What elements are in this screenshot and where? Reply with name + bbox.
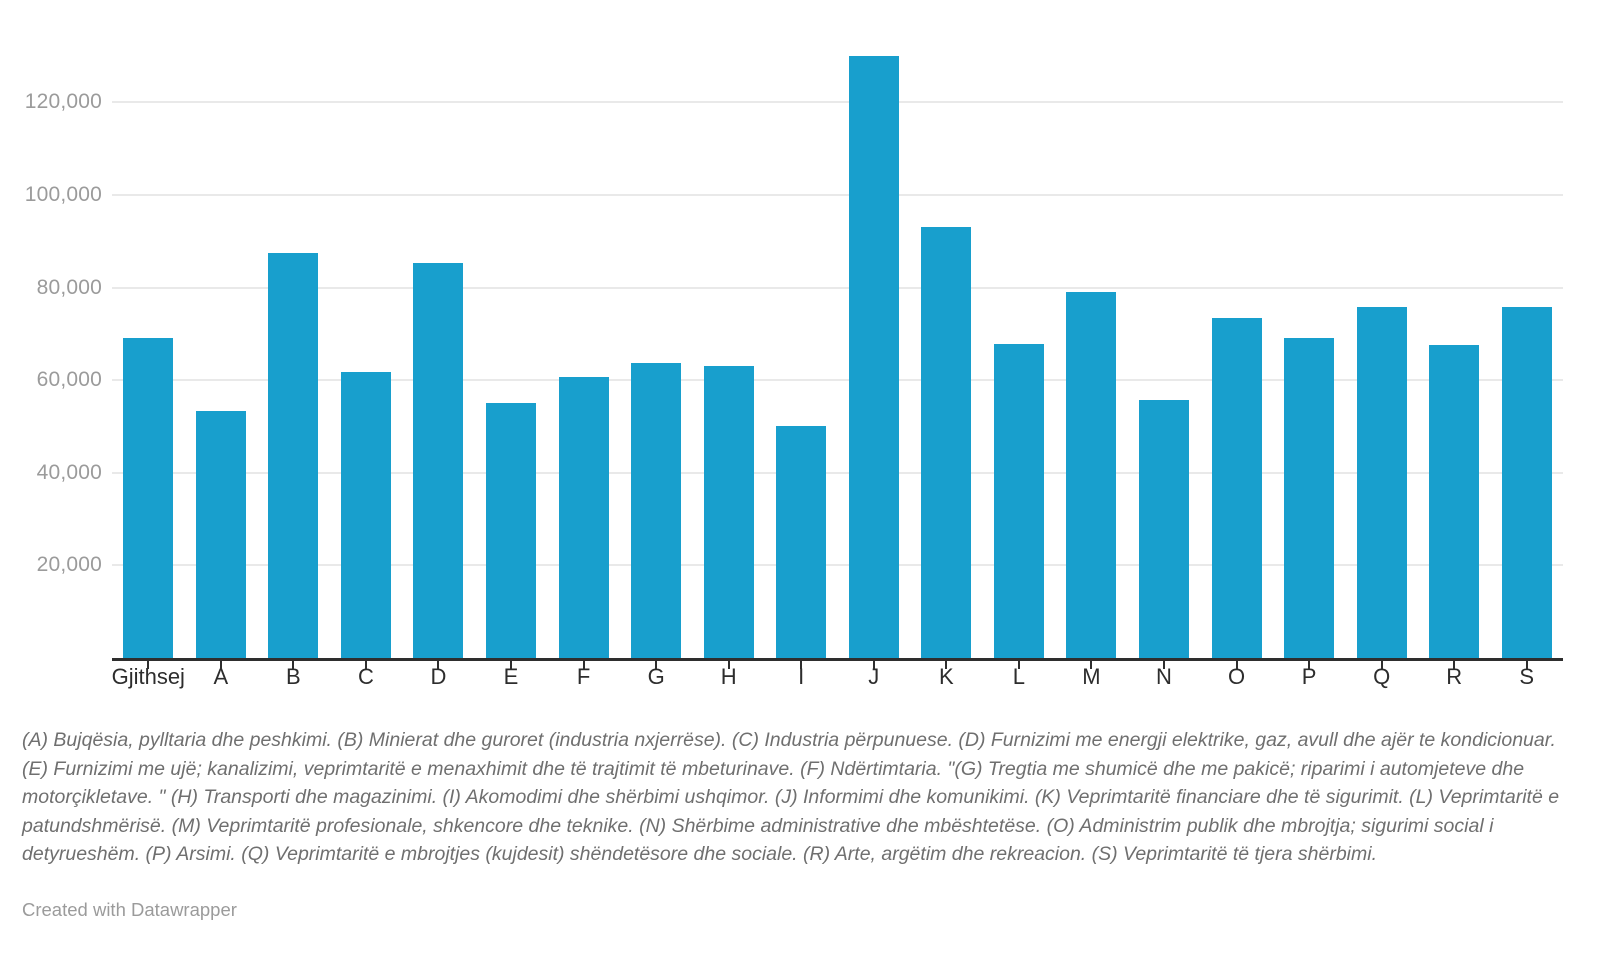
bar-F [558, 377, 609, 658]
x-tick [1235, 661, 1238, 669]
x-tick-label-D: D [430, 664, 447, 689]
bar-M [1066, 291, 1117, 658]
bar-Q [1356, 307, 1407, 658]
x-tick [147, 661, 150, 669]
bar-E [486, 403, 537, 658]
x-tick [1525, 661, 1528, 669]
bar-Gjithsej [123, 338, 174, 658]
x-tick [219, 661, 222, 669]
x-tick [872, 661, 875, 669]
gridline-100000 [112, 193, 1563, 196]
bar-A [195, 411, 246, 658]
x-tick [945, 661, 948, 669]
x-tick-label-M: M [1082, 664, 1101, 689]
x-tick-label-J: J [868, 664, 880, 689]
x-tick [292, 661, 295, 669]
x-tick [364, 661, 367, 669]
bar-G [631, 363, 682, 658]
x-tick-label-L: L [1012, 664, 1025, 689]
bar-R [1429, 344, 1480, 658]
x-tick-label-N: N [1156, 664, 1172, 689]
bar-B [268, 253, 319, 658]
y-tick-label: 100,000 [24, 182, 102, 206]
x-tick-label-H: H [720, 664, 737, 689]
x-tick-label-P: P [1301, 664, 1317, 689]
y-tick-label: 20,000 [36, 553, 102, 577]
x-axis-line [112, 658, 1563, 661]
x-tick-label-B: B [286, 664, 301, 689]
x-tick [1090, 661, 1093, 669]
x-tick-label-S: S [1519, 664, 1535, 689]
bar-chart: 20,000 40,000 60,000 80,000 100,000 120,000 G… [24, 56, 1563, 689]
y-tick-label: 120,000 [24, 90, 102, 114]
bar-L [993, 344, 1044, 658]
x-tick-label-A: A [213, 664, 229, 689]
x-tick-label-C: C [357, 664, 374, 689]
x-tick [510, 661, 513, 669]
x-tick-label-R: R [1446, 664, 1463, 689]
bar-H [703, 366, 754, 658]
x-tick [727, 661, 730, 669]
bar-O [1211, 318, 1262, 658]
x-tick [1308, 661, 1311, 669]
datawrapper-attribution[interactable]: Created with Datawrapper [22, 899, 237, 920]
bar-D [413, 263, 464, 658]
x-tick-label-O: O [1227, 664, 1246, 689]
category-legend-note: (A) Bujqësia, pylltaria dhe peshkimi. (B… [22, 729, 1560, 865]
x-tick-label-Q: Q [1373, 664, 1391, 689]
gridline-20000 [112, 564, 1563, 567]
bar-C [340, 372, 391, 658]
x-tick-label-K: K [938, 664, 954, 689]
gridline-60000 [112, 379, 1563, 382]
bar-N [1138, 399, 1189, 658]
x-tick [800, 661, 803, 669]
y-tick-label: 40,000 [36, 460, 102, 484]
x-tick [1453, 661, 1456, 669]
x-tick-label-Gjithsej: Gjithsej [111, 664, 185, 689]
bar-K [921, 226, 972, 658]
x-tick [1162, 661, 1165, 669]
x-tick-label-F: F [576, 664, 591, 689]
bar-J [848, 56, 899, 658]
x-tick-label-G: G [647, 664, 665, 689]
gridline-80000 [112, 286, 1563, 289]
x-tick [582, 661, 585, 669]
bar-S [1501, 307, 1552, 658]
bar-I [776, 426, 827, 658]
x-tick-label-I: I [798, 664, 805, 689]
plot-area [112, 56, 1563, 658]
gridline-40000 [112, 471, 1563, 474]
x-tick [1380, 661, 1383, 669]
y-tick-label: 80,000 [36, 275, 102, 299]
x-tick [1017, 661, 1020, 669]
y-tick-label: 60,000 [36, 368, 102, 392]
x-tick [655, 661, 658, 669]
bar-P [1284, 338, 1335, 658]
x-tick-label-E: E [503, 664, 519, 689]
gridline-120000 [112, 101, 1563, 104]
x-tick [437, 661, 440, 669]
